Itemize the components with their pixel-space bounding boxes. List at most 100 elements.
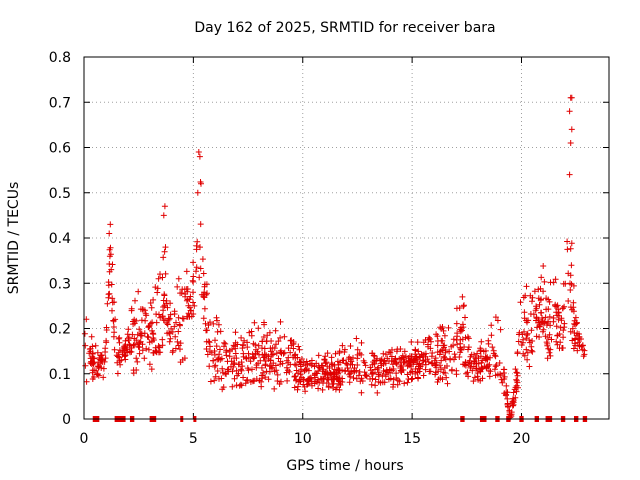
data-point — [328, 360, 335, 367]
data-point — [439, 337, 446, 344]
data-point — [465, 335, 472, 342]
data-point — [98, 352, 104, 359]
data-point — [167, 335, 174, 342]
data-point — [547, 279, 554, 286]
data-point — [437, 362, 443, 369]
data-point — [175, 342, 182, 349]
data-point — [240, 342, 247, 349]
data-point — [153, 319, 160, 326]
data-point — [503, 382, 510, 389]
data-point — [148, 366, 155, 373]
data-point — [108, 266, 115, 273]
data-point — [568, 94, 575, 101]
data-point — [214, 356, 221, 363]
data-point — [432, 355, 439, 362]
data-point — [389, 346, 395, 353]
data-point — [363, 372, 370, 379]
data-point — [478, 338, 485, 345]
data-point — [513, 388, 520, 395]
data-point — [437, 375, 444, 381]
data-point — [292, 351, 299, 358]
data-point — [243, 377, 250, 384]
data-point — [160, 307, 167, 314]
data-point — [233, 382, 240, 389]
data-point — [218, 375, 225, 382]
data-point — [498, 376, 505, 383]
data-point — [106, 290, 113, 297]
data-point — [388, 357, 395, 364]
data-point — [457, 349, 464, 356]
y-tick-label: 0.3 — [49, 276, 71, 292]
data-point — [461, 302, 467, 309]
data-point — [210, 320, 217, 327]
data-point — [568, 262, 575, 269]
data-point — [445, 324, 452, 331]
data-point — [245, 350, 252, 357]
data-point — [149, 327, 155, 334]
data-point — [182, 293, 189, 300]
data-point — [194, 189, 201, 196]
data-point — [377, 360, 384, 367]
data-point — [546, 313, 553, 320]
data-point — [570, 345, 577, 352]
data-point — [215, 321, 222, 328]
data-point — [251, 354, 258, 361]
data-point — [415, 348, 422, 355]
data-point — [116, 339, 123, 346]
data-point — [506, 409, 513, 415]
data-point — [287, 361, 294, 368]
data-point — [351, 365, 358, 371]
data-point — [493, 362, 500, 368]
data-point — [164, 320, 171, 327]
data-point — [554, 341, 561, 348]
data-point — [193, 242, 200, 249]
data-point — [256, 351, 262, 358]
data-point — [107, 244, 114, 251]
data-point — [428, 338, 434, 345]
data-points — [81, 94, 588, 422]
data-point — [141, 355, 148, 362]
data-point — [284, 367, 291, 374]
data-point — [315, 368, 322, 374]
data-point — [381, 379, 388, 386]
data-point — [434, 333, 441, 340]
data-point — [479, 357, 486, 364]
data-point — [405, 376, 412, 382]
data-point — [277, 358, 284, 365]
data-point — [114, 353, 121, 360]
data-point — [533, 305, 540, 312]
data-point — [203, 338, 210, 345]
x-axis-label: GPS time / hours — [286, 458, 403, 474]
data-point — [369, 350, 376, 357]
data-point — [137, 330, 144, 337]
data-point — [465, 373, 472, 380]
data-point — [131, 341, 138, 348]
data-point — [353, 375, 360, 382]
data-point — [114, 370, 121, 377]
data-point — [520, 336, 527, 343]
data-point — [457, 328, 464, 335]
data-point — [133, 367, 140, 373]
data-point — [247, 358, 254, 365]
data-point — [526, 339, 533, 346]
y-tick-label: 0.8 — [49, 50, 71, 66]
data-point — [415, 365, 422, 372]
data-point — [388, 367, 395, 374]
data-point — [271, 345, 278, 352]
data-point — [273, 341, 279, 348]
data-point — [239, 363, 246, 370]
data-point — [146, 323, 153, 329]
data-point — [231, 375, 238, 382]
data-point — [440, 342, 447, 349]
data-point — [265, 376, 272, 383]
data-point — [382, 351, 389, 358]
data-point — [441, 354, 448, 361]
data-point — [180, 315, 187, 322]
data-point — [202, 320, 209, 327]
data-point — [553, 323, 560, 330]
data-point — [290, 340, 297, 347]
data-point — [527, 311, 534, 317]
data-point — [524, 319, 530, 326]
data-point — [444, 380, 451, 387]
data-point — [465, 346, 471, 353]
